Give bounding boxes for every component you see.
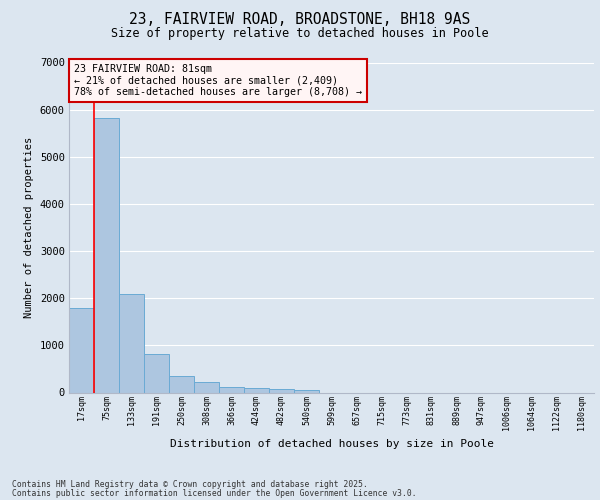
Y-axis label: Number of detached properties: Number of detached properties <box>24 137 34 318</box>
Bar <box>94 118 119 392</box>
Bar <box>169 376 194 392</box>
X-axis label: Distribution of detached houses by size in Poole: Distribution of detached houses by size … <box>170 438 493 448</box>
Text: Contains HM Land Registry data © Crown copyright and database right 2025.: Contains HM Land Registry data © Crown c… <box>12 480 368 489</box>
Text: Contains public sector information licensed under the Open Government Licence v3: Contains public sector information licen… <box>12 489 416 498</box>
Bar <box>119 294 144 392</box>
Bar <box>269 389 294 392</box>
Bar <box>194 382 219 392</box>
Text: 23, FAIRVIEW ROAD, BROADSTONE, BH18 9AS: 23, FAIRVIEW ROAD, BROADSTONE, BH18 9AS <box>130 12 470 27</box>
Bar <box>294 390 319 392</box>
Bar <box>144 354 169 393</box>
Text: Size of property relative to detached houses in Poole: Size of property relative to detached ho… <box>111 28 489 40</box>
Bar <box>69 308 94 392</box>
Text: 23 FAIRVIEW ROAD: 81sqm
← 21% of detached houses are smaller (2,409)
78% of semi: 23 FAIRVIEW ROAD: 81sqm ← 21% of detache… <box>74 64 362 98</box>
Bar <box>219 388 244 392</box>
Bar <box>244 388 269 392</box>
